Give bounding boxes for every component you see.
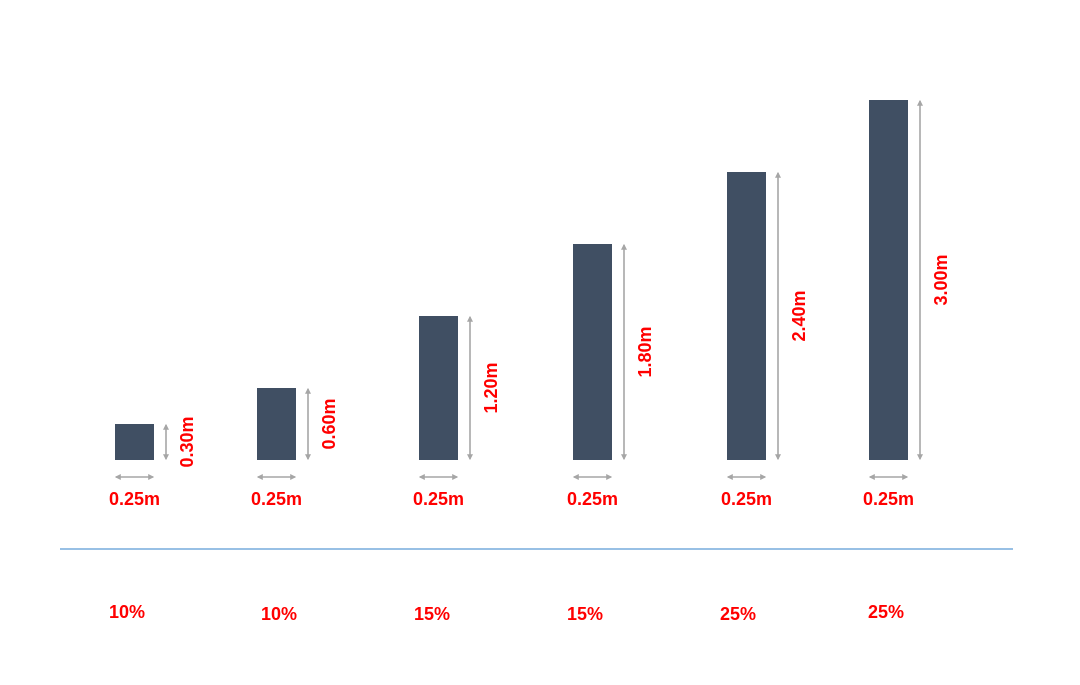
width-label: 0.25m	[721, 489, 772, 509]
percent-label: 25%	[868, 602, 904, 622]
columns-group: 0.30m 0.25m 0.60m 0.25m 1.20m 0.25m 1.80m 0.25m…	[109, 99, 951, 509]
percent-label: 10%	[261, 604, 297, 624]
height-label: 1.20m	[481, 362, 501, 413]
column-bar	[257, 388, 296, 460]
column-bar	[115, 424, 154, 460]
height-label: 1.80m	[635, 326, 655, 377]
width-label: 0.25m	[413, 489, 464, 509]
height-label: 0.60m	[319, 398, 339, 449]
height-label: 3.00m	[931, 254, 951, 305]
percent-row: 10% 10% 15% 15% 25% 25%	[109, 602, 904, 624]
width-label: 0.25m	[567, 489, 618, 509]
column-bar	[573, 244, 612, 460]
width-label: 0.25m	[109, 489, 160, 509]
percent-label: 15%	[414, 604, 450, 624]
column-bar	[419, 316, 458, 460]
height-label: 2.40m	[789, 290, 809, 341]
column-bar	[727, 172, 766, 460]
width-label: 0.25m	[251, 489, 302, 509]
height-label: 0.30m	[177, 416, 197, 467]
percent-label: 15%	[567, 604, 603, 624]
column-bar	[869, 100, 908, 460]
width-label: 0.25m	[863, 489, 914, 509]
percent-label: 10%	[109, 602, 145, 622]
percent-label: 25%	[720, 604, 756, 624]
